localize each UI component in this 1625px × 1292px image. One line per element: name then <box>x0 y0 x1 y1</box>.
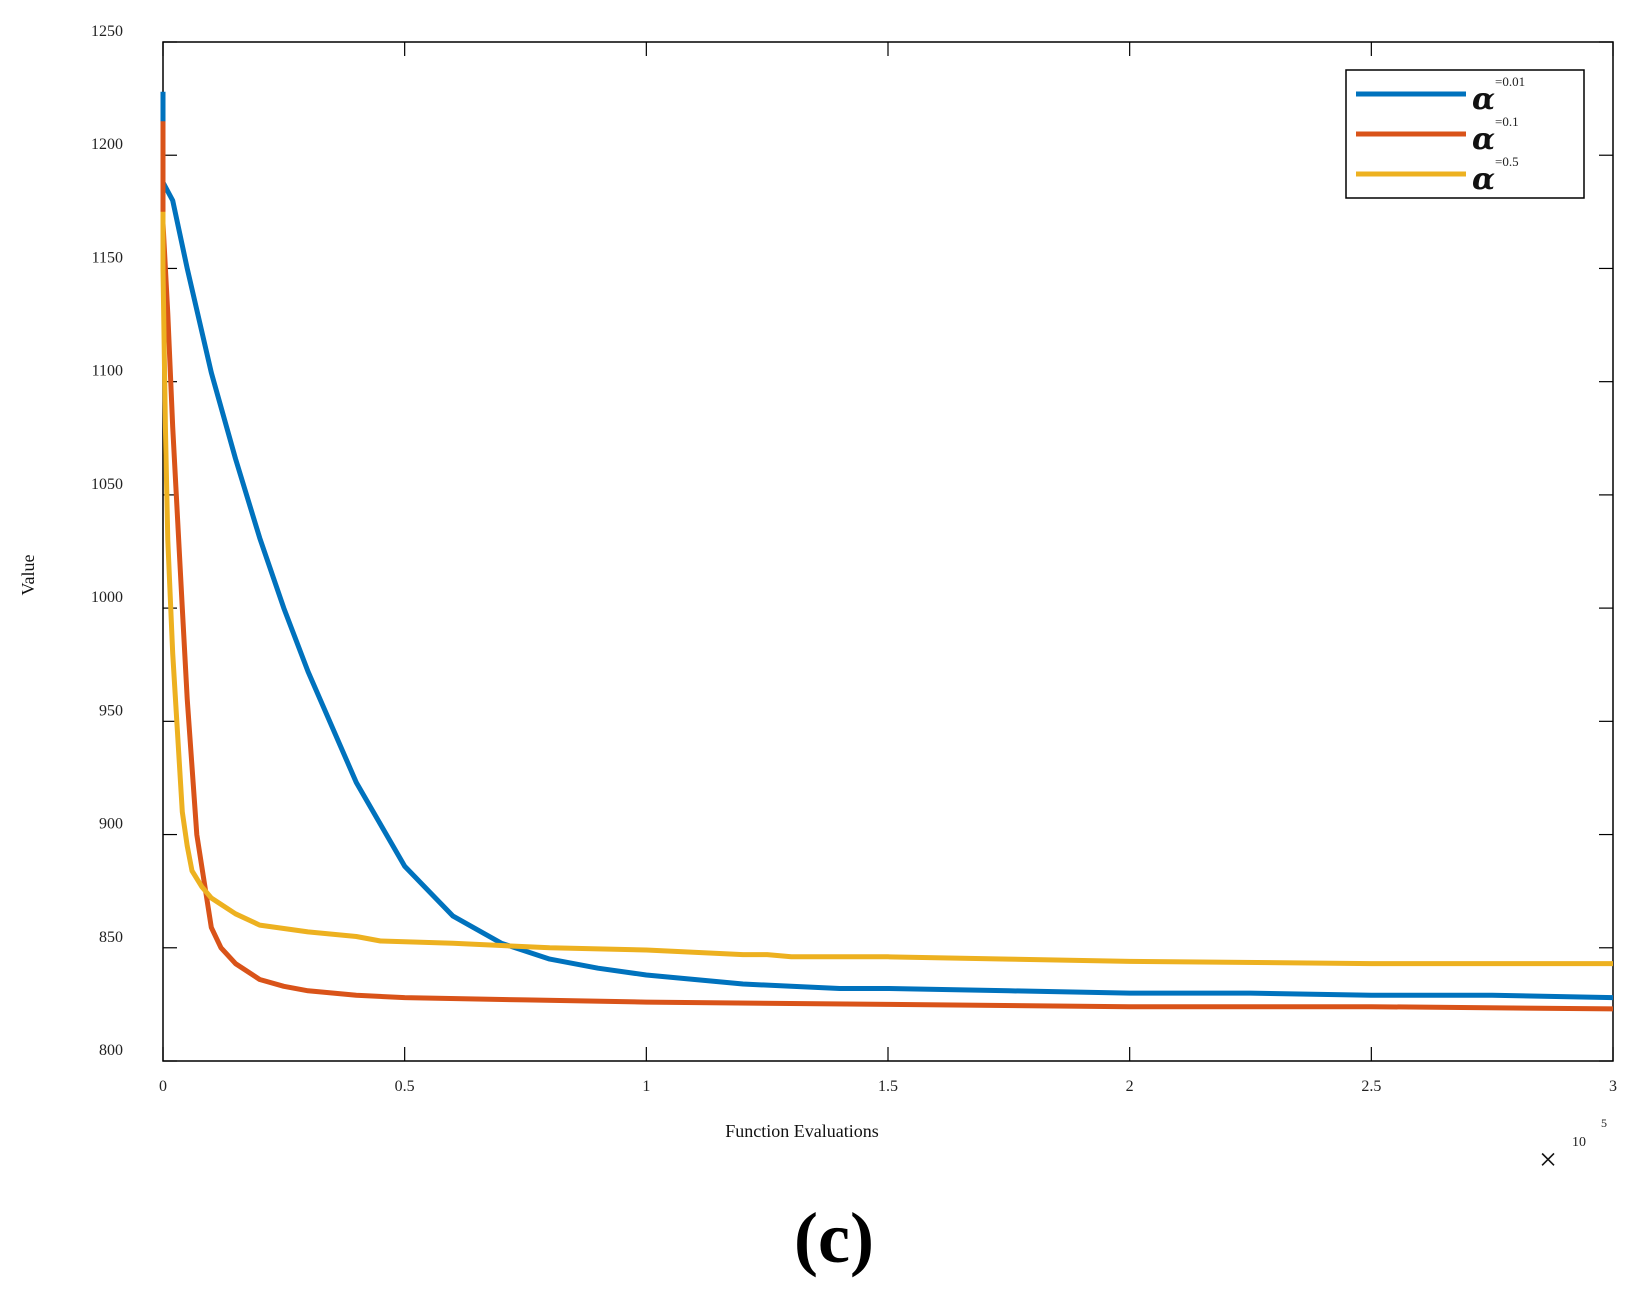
y-axis-label: Value <box>18 554 38 595</box>
series-lines <box>160 91 1614 1012</box>
legend-label-symbol: α <box>1472 82 1495 117</box>
x-multiplier-base: 10 <box>1572 1135 1586 1150</box>
legend-label-value: =0.5 <box>1495 154 1519 169</box>
y-tick-label: 950 <box>99 702 123 719</box>
series-line-2 <box>160 121 1614 1012</box>
y-tick-label: 1200 <box>91 136 123 153</box>
x-tick-label: 3 <box>1609 1078 1617 1095</box>
legend-entries: α=0.01α=0.1α=0.5 <box>1356 74 1525 197</box>
legend: α=0.01α=0.1α=0.5 <box>1345 69 1585 199</box>
x-tick-label: 1.5 <box>878 1078 898 1095</box>
y-tick-label: 1050 <box>91 476 123 493</box>
x-multiplier-symbol: × <box>1539 1141 1557 1177</box>
y-tick-label: 1150 <box>92 249 123 266</box>
y-tick-label: 1000 <box>91 589 123 606</box>
x-axis-label: Function Evaluations <box>725 1121 878 1141</box>
y-tick-label: 1100 <box>92 363 123 380</box>
legend-label-value: =0.01 <box>1495 74 1525 89</box>
x-tick-label: 1 <box>642 1078 650 1095</box>
legend-label-value: =0.1 <box>1495 114 1519 129</box>
plot-area <box>162 41 1614 1062</box>
y-tick-label: 900 <box>99 816 123 833</box>
x-tick-label: 0 <box>159 1078 167 1095</box>
x-tick-label: 2 <box>1126 1078 1134 1095</box>
x-tick-label: 2.5 <box>1361 1078 1381 1095</box>
y-tick-label: 850 <box>99 929 123 946</box>
panel-label: (c) <box>794 1198 874 1278</box>
y-tick-label: 1250 <box>91 23 123 40</box>
axis-ticks: 0 0.5 1 1.5 2 2.5 3 800 850 900 950 1000 1050 1100 115… <box>91 23 1617 1095</box>
x-multiplier-exponent: 5 <box>1601 1116 1607 1130</box>
legend-label-symbol: α <box>1472 162 1495 197</box>
y-tick-label: 800 <box>99 1042 123 1059</box>
legend-label-symbol: α <box>1472 122 1495 157</box>
series-line-1 <box>160 91 1614 1001</box>
x-tick-label: 0.5 <box>395 1078 415 1095</box>
series-line-3 <box>160 211 1613 967</box>
